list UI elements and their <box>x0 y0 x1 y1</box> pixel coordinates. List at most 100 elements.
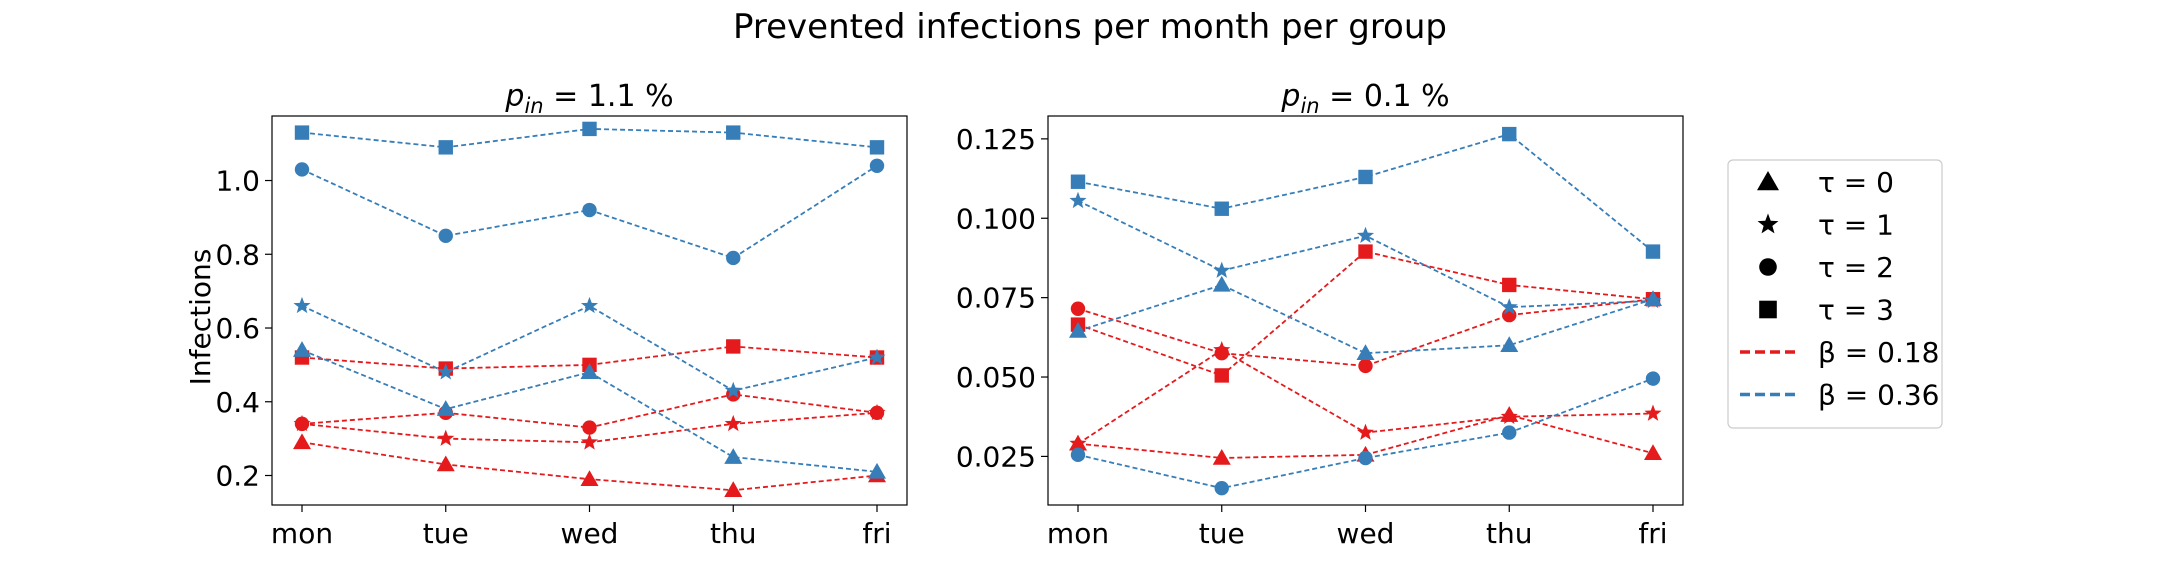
x-tick-label: wed <box>561 517 619 550</box>
data-point-beta-0.18-tau-1 <box>1500 407 1518 424</box>
data-point-beta-0.18-tau-0 <box>580 470 599 486</box>
data-point-beta-0.36-tau-0 <box>293 341 311 357</box>
data-point-beta-0.18-tau-3 <box>726 339 741 354</box>
data-point-beta-0.36-tau-1 <box>1069 191 1087 209</box>
data-point-beta-0.36-tau-1 <box>1500 298 1518 315</box>
data-point-beta-0.36-tau-3 <box>294 125 310 140</box>
x-tick-label: thu <box>1486 517 1532 550</box>
y-axis-label: Infections <box>184 249 217 386</box>
series-line-beta-0.36-tau-2 <box>1077 377 1654 490</box>
data-point-beta-0.18-tau-0 <box>724 481 743 498</box>
data-point-beta-0.36-tau-2 <box>582 202 597 218</box>
data-point-beta-0.36-tau-0 <box>868 462 886 479</box>
data-point-beta-0.36-tau-2 <box>438 228 453 244</box>
legend-label: τ = 2 <box>1818 251 1894 284</box>
data-point-beta-0.36-tau-3 <box>438 140 453 155</box>
x-tick-label: thu <box>710 517 756 550</box>
series-line-beta-0.36-tau-0 <box>1077 283 1654 355</box>
data-point-beta-0.18-tau-1 <box>1069 434 1087 451</box>
legend-marker-star <box>1757 213 1779 234</box>
series-line-beta-0.36-tau-3 <box>1077 133 1654 253</box>
data-point-beta-0.36-tau-1 <box>1356 226 1375 243</box>
data-point-beta-0.36-tau-0 <box>1500 336 1519 353</box>
legend-label: β = 0.36 <box>1818 379 1939 412</box>
data-point-beta-0.36-tau-0 <box>580 363 599 380</box>
y-tick-label: 0.4 <box>215 386 260 419</box>
y-tick-label: 0.2 <box>215 460 260 493</box>
x-tick-label: fri <box>1638 517 1667 550</box>
data-point-beta-0.18-tau-1 <box>1356 423 1375 440</box>
data-point-beta-0.36-tau-3 <box>869 140 885 155</box>
x-tick-label: tue <box>1199 517 1245 550</box>
legend: τ = 0 τ = 1 τ = 2 τ = 3 β = 0.18 β = 0.36 <box>1727 159 1943 429</box>
data-point-beta-0.18-tau-0 <box>1212 449 1231 465</box>
data-point-beta-0.18-tau-3 <box>1358 244 1373 259</box>
panel-title: pin = 0.1 % <box>1280 79 1449 118</box>
data-point-beta-0.18-tau-1 <box>437 429 455 446</box>
data-point-beta-0.18-tau-0 <box>436 455 455 472</box>
y-tick-label: 0.075 <box>956 282 1036 315</box>
x-tick-label: wed <box>1337 517 1395 550</box>
data-point-beta-0.36-tau-2 <box>1645 371 1661 386</box>
y-tick-label: 0.025 <box>956 440 1036 473</box>
series-line-beta-0.18-tau-3 <box>1077 250 1654 377</box>
figure-suptitle: Prevented infections per month per group <box>733 7 1447 47</box>
legend-marker-triangle <box>1757 171 1779 191</box>
y-tick-label: 0.6 <box>215 312 260 345</box>
data-point-beta-0.36-tau-3 <box>1070 174 1086 189</box>
data-point-beta-0.18-tau-2 <box>869 405 885 421</box>
data-point-beta-0.18-tau-2 <box>1214 346 1229 361</box>
data-point-beta-0.36-tau-3 <box>1502 126 1517 142</box>
data-point-beta-0.36-tau-3 <box>582 121 597 137</box>
x-tick-label: fri <box>862 517 891 550</box>
data-point-beta-0.18-tau-1 <box>1644 404 1662 421</box>
y-tick-label: 0.8 <box>215 238 260 271</box>
y-tick-label: 0.125 <box>956 123 1036 156</box>
data-point-beta-0.36-tau-1 <box>580 296 599 314</box>
data-point-beta-0.18-tau-3 <box>1214 368 1229 383</box>
data-point-beta-0.36-tau-1 <box>293 296 311 314</box>
data-point-beta-0.36-tau-0 <box>1212 275 1231 292</box>
data-point-beta-0.36-tau-2 <box>1070 447 1086 463</box>
data-point-beta-0.18-tau-1 <box>580 433 599 450</box>
data-point-beta-0.36-tau-1 <box>1213 261 1231 278</box>
data-point-beta-0.18-tau-2 <box>582 420 597 435</box>
data-point-beta-0.36-tau-2 <box>1214 480 1229 496</box>
legend-label: τ = 0 <box>1818 166 1894 199</box>
data-point-beta-0.18-tau-2 <box>294 416 310 432</box>
series-line-beta-0.18-tau-3 <box>301 345 878 370</box>
data-point-beta-0.36-tau-1 <box>1644 291 1662 309</box>
x-tick-label: tue <box>423 517 469 550</box>
data-point-beta-0.18-tau-2 <box>1070 301 1086 316</box>
legend-label: τ = 1 <box>1818 209 1894 242</box>
y-tick-label: 1.0 <box>215 165 260 198</box>
legend-label: β = 0.18 <box>1818 336 1939 369</box>
data-point-beta-0.36-tau-3 <box>1645 244 1661 259</box>
data-point-beta-0.18-tau-0 <box>293 433 311 450</box>
data-point-beta-0.36-tau-0 <box>1069 321 1087 338</box>
data-point-beta-0.36-tau-2 <box>726 250 741 266</box>
y-tick-label: 0.050 <box>956 361 1036 394</box>
data-point-beta-0.18-tau-2 <box>1358 358 1373 374</box>
x-tick-label: mon <box>1047 517 1109 550</box>
x-tick-label: mon <box>271 517 333 550</box>
y-tick-label: 0.100 <box>956 202 1036 235</box>
data-point-beta-0.36-tau-3 <box>1358 169 1373 185</box>
axes-frame <box>271 115 908 506</box>
legend-marker-circle <box>1759 258 1777 276</box>
data-point-beta-0.36-tau-0 <box>436 400 455 416</box>
panel-title: pin = 1.1 % <box>504 79 673 118</box>
data-point-beta-0.36-tau-2 <box>294 162 310 177</box>
legend-box <box>1727 159 1943 429</box>
data-point-beta-0.36-tau-1 <box>868 348 886 365</box>
data-point-beta-0.36-tau-1 <box>437 363 455 380</box>
chart-panel-right: pin = 0.1 % mon tue wed thu fri 0.025 0.050 0.07… <box>956 79 1684 550</box>
data-point-beta-0.18-tau-0 <box>1644 444 1662 460</box>
series-line-beta-0.18-tau-2 <box>1077 298 1654 367</box>
data-point-beta-0.36-tau-3 <box>1214 201 1229 216</box>
data-point-beta-0.36-tau-2 <box>1502 425 1517 440</box>
legend-label: τ = 3 <box>1818 294 1894 327</box>
data-point-beta-0.36-tau-0 <box>1356 344 1375 360</box>
data-point-beta-0.36-tau-1 <box>724 381 742 398</box>
